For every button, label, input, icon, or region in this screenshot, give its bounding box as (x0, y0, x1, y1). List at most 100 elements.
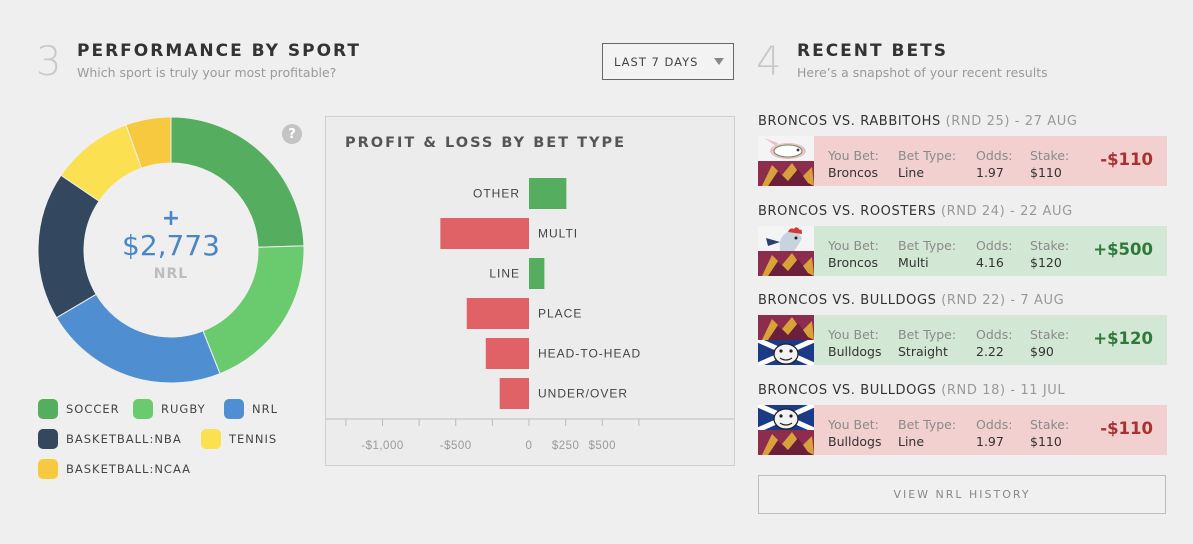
recent-bets-title: RECENT BETS (797, 41, 948, 61)
bet-match-heading: BRONCOS VS. RABBITOHS (RND 25) - 27 AUG (758, 114, 1078, 129)
pl-x-tick-label: 0 (526, 440, 533, 452)
legend-label: BASKETBALL:NCAA (66, 462, 192, 476)
performance-subtitle: Which sport is truly your most profitabl… (77, 65, 337, 80)
donut-segment-rugby[interactable] (202, 245, 304, 375)
bet-match-heading: BRONCOS VS. BULLDOGS (RND 18) - 11 JUL (758, 383, 1065, 398)
legend-swatch (38, 429, 58, 449)
legend-label: NRL (252, 402, 278, 416)
period-dropdown[interactable]: LAST 7 DAYS (602, 43, 734, 80)
legend-item[interactable]: BASKETBALL:NBA (38, 429, 182, 449)
bet-bet-type-label: Bet Type: (898, 417, 957, 432)
bet-bet-type-value: Straight (898, 344, 948, 359)
legend-item[interactable]: RUGBY (133, 399, 206, 419)
bet-you-bet: You Bet: Broncos (828, 147, 879, 181)
view-history-button[interactable]: VIEW NRL HISTORY (758, 475, 1166, 514)
bet-row[interactable]: You Bet: Broncos Bet Type: Multi Odds: 4.16 St… (758, 226, 1167, 276)
bet-card-loss: You Bet: Bulldogs Bet Type: Line Odds: 1.97 St… (814, 405, 1167, 455)
legend-item[interactable]: BASKETBALL:NCAA (38, 459, 191, 479)
pl-bar[interactable] (529, 258, 545, 289)
bet-you-bet-value: Broncos (828, 165, 879, 180)
bet-you-bet: You Bet: Bulldogs (828, 326, 881, 360)
bet-odds-value: 4.16 (976, 255, 1004, 270)
bet-odds: Odds: 2.22 (976, 326, 1012, 360)
donut-segment-nrl[interactable] (55, 293, 221, 383)
bet-odds: Odds: 1.97 (976, 147, 1012, 181)
bet-odds-value: 1.97 (976, 434, 1004, 449)
bet-card-win: You Bet: Broncos Bet Type: Multi Odds: 4.16 St… (814, 226, 1167, 276)
chevron-down-icon (714, 58, 724, 65)
legend-item[interactable]: NRL (224, 399, 278, 419)
bet-card-win: You Bet: Bulldogs Bet Type: Straight Odds: 2.… (814, 315, 1167, 365)
bet-stake-value: $110 (1030, 165, 1062, 180)
bet-bet-type-label: Bet Type: (898, 148, 957, 163)
pl-bar[interactable] (499, 378, 529, 409)
section-number-3: 3 (36, 39, 62, 85)
legend-swatch (201, 429, 221, 449)
bet-match-name: BRONCOS VS. ROOSTERS (758, 204, 941, 219)
bet-odds-label: Odds: (976, 148, 1013, 163)
bet-card-loss: You Bet: Broncos Bet Type: Line Odds: 1.97 Sta… (814, 136, 1167, 186)
bet-bet-type-label: Bet Type: (898, 238, 957, 253)
bet-bet-type: Bet Type: Line (898, 416, 956, 450)
bet-you-bet: You Bet: Bulldogs (828, 416, 881, 450)
rooster-logo (758, 226, 814, 251)
legend-label: SOCCER (66, 402, 120, 416)
legend-swatch (38, 399, 58, 419)
bet-match-name: BRONCOS VS. RABBITOHS (758, 114, 946, 129)
section-number-4: 4 (756, 39, 782, 85)
pl-bar[interactable] (440, 218, 529, 249)
bet-match-meta: (RND 24) - 22 AUG (940, 204, 1073, 219)
legend-label: RUGBY (161, 402, 206, 416)
donut-amount: $2,773 (122, 229, 220, 262)
bet-you-bet-value: Bulldogs (828, 434, 882, 449)
donut-segment-basketball-ncaa[interactable] (125, 117, 172, 169)
pl-category-label: LINE (489, 267, 520, 281)
bet-match-meta: (RND 18) - 11 JUL (941, 383, 1066, 398)
team-logos (758, 226, 814, 276)
bronco-logo (758, 430, 814, 455)
pl-bar[interactable] (529, 178, 567, 209)
bet-row[interactable]: You Bet: Bulldogs Bet Type: Line Odds: 1.97 St… (758, 405, 1167, 455)
help-icon[interactable]: ? (282, 124, 302, 144)
bet-result-amount: -$110 (1100, 419, 1153, 438)
bet-stake-value: $90 (1030, 344, 1054, 359)
legend-swatch (38, 459, 58, 479)
bet-match-name: BRONCOS VS. BULLDOGS (758, 293, 942, 308)
bet-row[interactable]: You Bet: Bulldogs Bet Type: Straight Odds: 2.… (758, 315, 1167, 365)
bet-stake: Stake: $110 (1030, 416, 1069, 450)
bet-odds-label: Odds: (976, 238, 1013, 253)
bet-stake-label: Stake: (1030, 417, 1070, 432)
profit-loss-chart: OTHER MULTI LINE PLACE HEAD-TO-HEAD UNDER/OVE… (326, 178, 734, 452)
rabbit-logo (758, 136, 814, 161)
bet-bet-type-value: Line (898, 165, 925, 180)
bronco-logo (758, 315, 814, 340)
bet-result-amount: +$500 (1093, 240, 1153, 259)
legend-item[interactable]: SOCCER (38, 399, 120, 419)
profit-loss-panel: PROFIT & LOSS BY BET TYPE OTHER MULTI LINE… (325, 116, 735, 466)
pl-category-label: UNDER/OVER (538, 387, 628, 401)
bet-stake-value: $120 (1030, 255, 1062, 270)
bet-you-bet-label: You Bet: (828, 148, 879, 163)
recent-bets-subtitle: Here’s a snapshot of your recent results (797, 65, 1048, 80)
bet-stake: Stake: $110 (1030, 147, 1069, 181)
legend-item[interactable]: TENNIS (201, 429, 277, 449)
bet-match-meta: (RND 25) - 27 AUG (945, 114, 1078, 129)
bet-stake-label: Stake: (1030, 327, 1070, 342)
bet-result-amount: +$120 (1093, 329, 1153, 348)
bet-match-heading: BRONCOS VS. BULLDOGS (RND 22) - 7 AUG (758, 293, 1064, 308)
bet-match-name: BRONCOS VS. BULLDOGS (758, 383, 942, 398)
bet-odds-value: 1.97 (976, 165, 1004, 180)
bronco-logo (758, 161, 814, 186)
bet-bet-type: Bet Type: Line (898, 147, 956, 181)
pl-category-label: PLACE (538, 307, 582, 321)
bet-stake: Stake: $90 (1030, 326, 1069, 360)
legend-label: BASKETBALL:NBA (66, 432, 182, 446)
pl-bar[interactable] (485, 338, 529, 369)
bet-row[interactable]: You Bet: Broncos Bet Type: Line Odds: 1.97 Sta… (758, 136, 1167, 186)
pl-bar[interactable] (466, 298, 529, 329)
bet-odds-label: Odds: (976, 327, 1013, 342)
bet-you-bet-label: You Bet: (828, 327, 879, 342)
bulldog-logo (758, 337, 814, 365)
bet-odds: Odds: 4.16 (976, 237, 1012, 271)
bet-match-meta: (RND 22) - 7 AUG (941, 293, 1065, 308)
